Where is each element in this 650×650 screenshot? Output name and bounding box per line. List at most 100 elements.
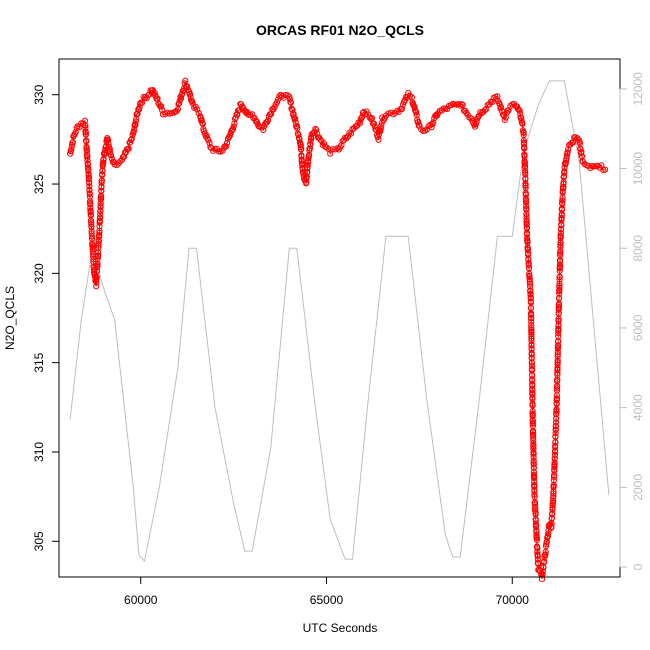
n2o-point xyxy=(520,137,527,144)
n2o-point xyxy=(82,129,89,136)
n2o-point xyxy=(522,167,529,174)
n2o-point xyxy=(551,451,559,458)
n2o-point xyxy=(554,348,561,356)
n2o-point xyxy=(528,335,535,342)
n2o-point xyxy=(105,137,112,144)
n2o-point xyxy=(518,117,525,124)
n2o-point xyxy=(577,146,584,153)
n2o-point xyxy=(553,385,561,392)
n2o-point xyxy=(88,233,96,240)
n2o-point xyxy=(557,248,564,255)
n2o-point xyxy=(96,227,103,234)
n2o-point xyxy=(522,181,529,188)
n2o-point xyxy=(555,333,562,340)
n2o-point xyxy=(533,535,540,542)
altitude-series-layer xyxy=(69,80,610,563)
n2o-point xyxy=(88,224,95,231)
y2-tick-label: 8000 xyxy=(631,235,645,262)
n2o-point xyxy=(554,361,561,368)
n2o-point xyxy=(534,556,541,563)
n2o-point xyxy=(551,472,558,479)
n2o-point xyxy=(264,117,272,124)
n2o-point xyxy=(107,149,114,156)
y2-tick-label: 6000 xyxy=(631,314,645,341)
n2o-point xyxy=(99,171,106,178)
n2o-point xyxy=(455,101,462,108)
x-tick-label: 65000 xyxy=(310,593,344,607)
n2o-point xyxy=(527,290,534,297)
n2o-point xyxy=(300,169,307,176)
n2o-point xyxy=(371,123,378,130)
n2o-point xyxy=(527,295,534,302)
n2o-point xyxy=(398,106,405,113)
n2o-point xyxy=(86,183,93,190)
n2o-point xyxy=(528,318,535,325)
n2o-point xyxy=(539,568,547,575)
y-axis-label: N2O_QCLS xyxy=(3,286,17,350)
n2o-point xyxy=(515,106,522,113)
n2o-point xyxy=(551,459,558,466)
n2o-point xyxy=(273,99,281,106)
n2o-point xyxy=(556,273,563,280)
n2o-point xyxy=(96,218,104,225)
n2o-point xyxy=(554,382,561,389)
n2o-point xyxy=(375,131,383,138)
n2o-point xyxy=(531,474,538,481)
n2o-point xyxy=(430,119,437,126)
n2o-point xyxy=(528,331,535,338)
n2o-point xyxy=(556,276,563,283)
n2o-point xyxy=(303,173,310,180)
n2o-point xyxy=(545,530,552,537)
n2o-point xyxy=(559,197,566,204)
n2o-point xyxy=(95,244,102,251)
n2o-point xyxy=(106,145,113,152)
y-axis-left: 305 310 315 320 325 330 xyxy=(32,84,60,551)
n2o-point xyxy=(444,105,451,113)
n2o-point xyxy=(125,145,132,152)
n2o-point xyxy=(230,123,237,130)
n2o-point xyxy=(481,107,488,114)
n2o-point xyxy=(523,206,530,213)
n2o-point xyxy=(289,106,296,114)
n2o-point xyxy=(97,202,104,209)
y-tick-label: 310 xyxy=(32,442,46,462)
altitude-line xyxy=(69,80,610,563)
n2o-point xyxy=(151,89,158,97)
n2o-point xyxy=(526,280,534,287)
n2o-point xyxy=(529,419,537,426)
n2o-point xyxy=(552,433,559,440)
n2o-point xyxy=(523,203,530,210)
n2o-point xyxy=(530,457,537,464)
n2o-point xyxy=(86,187,93,194)
n2o-point xyxy=(555,303,563,310)
n2o-point xyxy=(542,551,549,558)
n2o-point xyxy=(534,548,541,556)
n2o-point xyxy=(84,157,91,164)
n2o-point xyxy=(552,423,560,430)
n2o-point xyxy=(128,135,135,142)
n2o-point xyxy=(184,83,191,90)
n2o-point xyxy=(528,312,535,319)
y2-tick-label: 4000 xyxy=(631,394,645,421)
n2o-point xyxy=(554,359,561,366)
n2o-point xyxy=(95,240,102,247)
y2-tick-label: 2000 xyxy=(631,474,645,501)
n2o-point xyxy=(94,255,101,262)
n2o-point xyxy=(286,96,293,103)
n2o-point xyxy=(557,243,564,250)
n2o-point xyxy=(68,147,75,154)
n2o-point xyxy=(433,111,440,119)
n2o-point xyxy=(100,159,107,166)
y2-tick-label: 0 xyxy=(631,563,645,570)
n2o-point xyxy=(549,504,556,511)
n2o-point xyxy=(556,267,563,274)
n2o-point xyxy=(72,129,79,136)
n2o-point xyxy=(564,149,571,156)
n2o-point xyxy=(407,92,414,99)
n2o-point xyxy=(87,205,94,212)
n2o-point xyxy=(522,191,530,198)
n2o-point xyxy=(552,419,560,426)
n2o-point xyxy=(528,351,535,358)
n2o-point xyxy=(159,106,166,114)
